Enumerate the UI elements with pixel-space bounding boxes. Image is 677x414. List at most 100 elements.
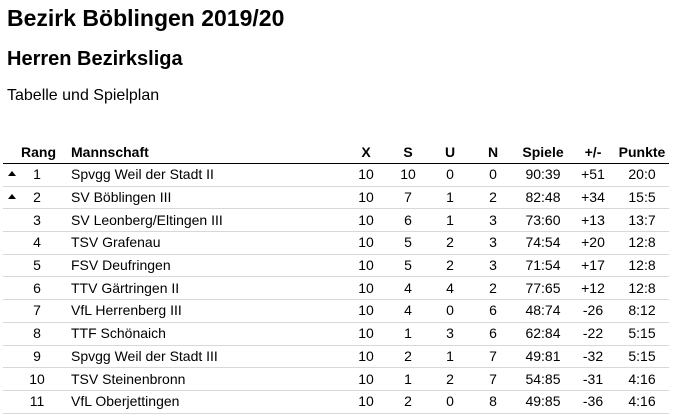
row-arrow-cell bbox=[3, 368, 21, 391]
row-spiele: 49:81 bbox=[525, 347, 561, 364]
row-diff: +13 bbox=[581, 211, 605, 228]
row-punkte: 12:8 bbox=[628, 257, 656, 274]
row-rang: 6 bbox=[33, 279, 41, 296]
row-n: 6 bbox=[489, 325, 497, 342]
row-n: 3 bbox=[489, 234, 497, 251]
row-punkte: 4:16 bbox=[628, 393, 656, 410]
row-rang: 4 bbox=[33, 234, 41, 251]
table-row: 8 TTF Schönaich 10 1 3 6 62:84 -22 5:15 bbox=[3, 322, 669, 345]
header-arrow bbox=[3, 142, 21, 164]
row-n: 6 bbox=[489, 302, 497, 319]
row-u: 0 bbox=[446, 302, 454, 319]
row-spiele: 62:84 bbox=[525, 325, 561, 342]
row-u: 4 bbox=[446, 279, 454, 296]
row-spiele: 74:54 bbox=[525, 234, 561, 251]
row-rang: 9 bbox=[33, 347, 41, 364]
table-row: 10 TSV Steinenbronn 10 1 2 7 54:85 -31 4:16 bbox=[3, 368, 669, 391]
row-arrow-cell bbox=[3, 390, 21, 413]
row-arrow-cell bbox=[3, 164, 21, 187]
row-spiele: 71:54 bbox=[525, 257, 561, 274]
row-punkte: 5:15 bbox=[628, 325, 656, 342]
row-mannschaft: TTV Gärtringen II bbox=[71, 279, 180, 296]
row-rang: 5 bbox=[33, 257, 41, 274]
row-arrow-cell bbox=[3, 209, 21, 232]
row-s: 1 bbox=[404, 370, 412, 387]
row-rang: 3 bbox=[33, 211, 41, 228]
row-n: 3 bbox=[489, 211, 497, 228]
row-diff: +12 bbox=[581, 279, 605, 296]
row-s: 2 bbox=[404, 393, 412, 410]
row-spiele: 82:48 bbox=[525, 189, 561, 206]
row-arrow-cell bbox=[3, 254, 21, 277]
row-s: 4 bbox=[404, 279, 412, 296]
table-row: 1 Spvgg Weil der Stadt II 10 10 0 0 90:39 +51 20… bbox=[3, 164, 669, 187]
row-mannschaft: Spvgg Weil der Stadt II bbox=[71, 166, 214, 183]
row-mannschaft: VfL Herrenberg III bbox=[71, 302, 182, 319]
page-title: Bezirk Böblingen 2019/20 bbox=[7, 5, 285, 31]
row-punkte: 13:7 bbox=[628, 211, 656, 228]
table-row: 2 SV Böblingen III 10 7 1 2 82:48 +34 15:5 bbox=[3, 186, 669, 209]
row-x: 10 bbox=[358, 347, 374, 364]
row-spiele: 48:74 bbox=[525, 302, 561, 319]
row-mannschaft: VfL Oberjettingen bbox=[71, 393, 180, 410]
row-rang: 10 bbox=[29, 370, 45, 387]
row-punkte: 20:0 bbox=[628, 166, 656, 183]
row-n: 2 bbox=[489, 189, 497, 206]
row-mannschaft: SV Böblingen III bbox=[71, 189, 172, 206]
table-row: 6 TTV Gärtringen II 10 4 4 2 77:65 +12 12:8 bbox=[3, 277, 669, 300]
header-rang: Rang bbox=[21, 142, 56, 164]
row-spiele: 77:65 bbox=[525, 279, 561, 296]
row-arrow-cell bbox=[3, 300, 21, 323]
row-u: 1 bbox=[446, 347, 454, 364]
row-n: 8 bbox=[489, 393, 497, 410]
row-rang: 2 bbox=[33, 189, 41, 206]
row-punkte: 5:15 bbox=[628, 347, 656, 364]
row-s: 5 bbox=[404, 257, 412, 274]
row-x: 10 bbox=[358, 393, 374, 410]
promotion-arrow-icon bbox=[8, 193, 16, 199]
row-x: 10 bbox=[358, 189, 374, 206]
row-u: 2 bbox=[446, 370, 454, 387]
row-rang: 1 bbox=[33, 166, 41, 183]
table-row: 9 Spvgg Weil der Stadt III 10 2 1 7 49:81 -32 5:… bbox=[3, 345, 669, 368]
row-mannschaft: Spvgg Weil der Stadt III bbox=[71, 347, 218, 364]
header-u: U bbox=[429, 142, 471, 164]
row-s: 5 bbox=[404, 234, 412, 251]
row-u: 1 bbox=[446, 211, 454, 228]
row-s: 2 bbox=[404, 347, 412, 364]
row-x: 10 bbox=[358, 257, 374, 274]
standings-table: Rang Mannschaft X S U N Spiele +/- Punkt… bbox=[3, 142, 669, 414]
row-n: 7 bbox=[489, 347, 497, 364]
table-row: 7 VfL Herrenberg III 10 4 0 6 48:74 -26 8:12 bbox=[3, 300, 669, 323]
row-u: 2 bbox=[446, 234, 454, 251]
row-rang: 11 bbox=[29, 393, 45, 410]
row-n: 3 bbox=[489, 257, 497, 274]
row-u: 3 bbox=[446, 325, 454, 342]
table-row: 5 FSV Deufringen 10 5 2 3 71:54 +17 12:8 bbox=[3, 254, 669, 277]
row-arrow-cell bbox=[3, 322, 21, 345]
row-mannschaft: TSV Grafenau bbox=[71, 234, 161, 251]
page-subtitle: Tabelle und Spielplan bbox=[7, 87, 160, 104]
row-u: 1 bbox=[446, 189, 454, 206]
row-spiele: 54:85 bbox=[525, 370, 561, 387]
row-diff: -32 bbox=[582, 347, 604, 364]
row-x: 10 bbox=[358, 166, 374, 183]
row-mannschaft: SV Leonberg/Eltingen III bbox=[71, 211, 223, 228]
row-punkte: 4:16 bbox=[628, 370, 656, 387]
row-n: 0 bbox=[489, 166, 497, 183]
row-spiele: 73:60 bbox=[525, 211, 561, 228]
row-x: 10 bbox=[358, 370, 374, 387]
row-arrow-cell bbox=[3, 277, 21, 300]
table-header-row: Rang Mannschaft X S U N Spiele +/- Punkt… bbox=[3, 142, 669, 164]
header-s: S bbox=[387, 142, 429, 164]
row-n: 7 bbox=[489, 370, 497, 387]
row-diff: +17 bbox=[581, 257, 605, 274]
row-mannschaft: TSV Steinenbronn bbox=[71, 370, 186, 387]
row-s: 4 bbox=[404, 302, 412, 319]
row-u: 0 bbox=[446, 166, 454, 183]
row-x: 10 bbox=[358, 279, 374, 296]
row-spiele: 49:85 bbox=[525, 393, 561, 410]
row-mannschaft: FSV Deufringen bbox=[71, 257, 171, 274]
header-x: X bbox=[345, 142, 387, 164]
promotion-arrow-icon bbox=[8, 171, 16, 177]
